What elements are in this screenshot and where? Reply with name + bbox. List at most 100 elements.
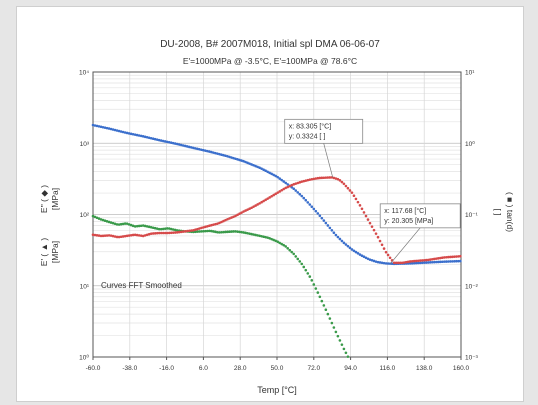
data-point	[182, 230, 185, 233]
data-point	[121, 130, 125, 134]
data-point	[216, 152, 219, 155]
data-point	[314, 177, 318, 180]
data-point	[95, 124, 99, 128]
data-point	[109, 127, 113, 131]
x-tick-label: -60.0	[86, 365, 101, 372]
data-point	[202, 226, 205, 229]
data-point	[230, 230, 233, 233]
data-point	[386, 262, 390, 265]
data-point	[260, 234, 263, 238]
data-point	[278, 190, 281, 193]
data-point	[119, 235, 123, 239]
data-point	[344, 184, 348, 188]
data-point	[121, 235, 125, 238]
data-point	[173, 228, 177, 232]
data-point	[135, 233, 139, 237]
data-point	[248, 232, 251, 235]
data-point	[228, 230, 231, 234]
data-point	[438, 256, 442, 260]
data-point	[210, 229, 213, 233]
data-point	[117, 235, 121, 239]
data-point	[424, 261, 428, 264]
annotation-0: x: 83.305 [°C] y: 0.3324 [ ]	[284, 118, 364, 178]
data-point	[159, 139, 163, 142]
data-point	[254, 164, 257, 168]
data-point	[404, 260, 408, 264]
data-point	[262, 168, 265, 171]
data-point	[119, 222, 123, 226]
data-point	[298, 192, 302, 196]
data-point	[121, 222, 125, 226]
data-point	[145, 225, 149, 228]
data-point	[282, 180, 285, 183]
data-point	[298, 260, 302, 263]
data-point	[194, 147, 197, 150]
data-point	[256, 203, 259, 206]
data-point	[316, 176, 320, 180]
data-point	[105, 126, 109, 130]
data-point	[268, 196, 271, 199]
y-right-tick-label: 10⁻¹	[465, 212, 479, 219]
data-point	[123, 222, 127, 225]
data-point	[438, 260, 442, 264]
data-point	[250, 206, 253, 210]
data-point	[184, 144, 187, 148]
data-point	[346, 355, 350, 358]
data-point	[314, 287, 318, 290]
data-point	[346, 244, 350, 248]
data-point	[143, 224, 147, 228]
y-left-label-loss: E'' ( ◆ )	[39, 185, 49, 213]
y-right-tick-label: 10⁰	[465, 140, 475, 148]
data-point	[328, 176, 332, 179]
data-point	[194, 230, 197, 234]
data-point	[342, 182, 346, 186]
data-point	[232, 230, 235, 233]
data-point	[244, 160, 247, 164]
data-point	[348, 189, 352, 192]
data-point	[157, 227, 161, 231]
data-point	[368, 258, 372, 261]
y-right-tick-label: 10¹	[465, 70, 475, 77]
data-point	[151, 137, 155, 141]
data-point	[378, 261, 382, 264]
data-point	[139, 234, 143, 237]
data-point	[208, 229, 211, 233]
data-point	[320, 216, 324, 220]
data-point	[324, 221, 328, 225]
data-point	[370, 259, 374, 262]
data-point	[226, 230, 229, 234]
data-point	[434, 257, 438, 260]
data-point	[448, 255, 452, 259]
data-point	[318, 214, 322, 218]
data-point	[210, 223, 213, 227]
data-point	[428, 258, 432, 261]
data-point	[125, 222, 129, 225]
data-point	[111, 221, 115, 225]
series-0	[91, 123, 462, 266]
data-point	[192, 229, 195, 232]
data-point	[214, 222, 217, 226]
data-point	[382, 261, 386, 265]
x-tick-label: 6.0	[199, 365, 208, 372]
data-point	[366, 218, 370, 221]
data-point	[157, 138, 161, 142]
data-point	[268, 236, 271, 240]
y-left-label-loss-unit: [MPa]	[50, 188, 60, 210]
x-tick-label: 160.0	[453, 365, 470, 372]
data-point	[322, 176, 326, 180]
data-point	[300, 262, 304, 266]
data-point	[131, 233, 135, 237]
x-tick-label: 94.0	[344, 365, 357, 372]
data-point	[274, 174, 277, 178]
data-point	[372, 259, 376, 263]
data-point	[224, 230, 227, 234]
data-point	[167, 141, 171, 144]
data-point	[212, 230, 215, 233]
data-point	[173, 231, 177, 234]
data-point	[446, 255, 450, 259]
data-point	[422, 258, 426, 262]
data-point	[370, 225, 374, 228]
data-point	[264, 198, 267, 202]
data-point	[99, 218, 103, 221]
data-point	[386, 253, 390, 257]
